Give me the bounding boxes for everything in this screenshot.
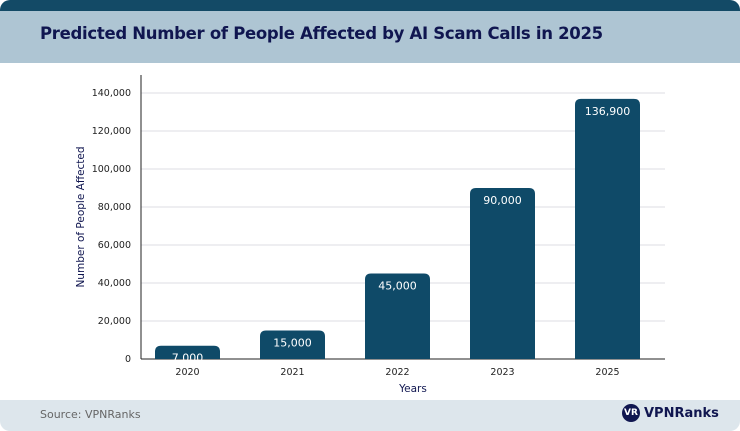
top-band bbox=[0, 0, 740, 11]
bar-value-label: 90,000 bbox=[483, 194, 522, 207]
y-tick-label: 120,000 bbox=[92, 126, 131, 137]
y-tick-label: 0 bbox=[125, 354, 131, 365]
y-tick-label: 100,000 bbox=[92, 164, 131, 175]
y-tick-label: 60,000 bbox=[98, 240, 131, 251]
bar-value-label: 7,000 bbox=[172, 352, 204, 365]
bar-2025 bbox=[575, 98, 640, 359]
y-axis-title: Number of People Affected bbox=[75, 146, 87, 287]
y-tick-label: 80,000 bbox=[98, 202, 131, 213]
footer bbox=[0, 400, 740, 431]
vpnranks-logo: VR VPNRanks bbox=[622, 404, 719, 422]
chart-title: Predicted Number of People Affected by A… bbox=[40, 24, 603, 43]
bar-value-label: 136,900 bbox=[585, 105, 631, 118]
logo-badge-icon: VR bbox=[622, 404, 640, 422]
bar-2021 bbox=[260, 330, 325, 359]
title-band bbox=[0, 11, 740, 63]
bar-2023 bbox=[470, 188, 535, 359]
x-tick-label: 2023 bbox=[490, 367, 514, 378]
bar-value-label: 15,000 bbox=[273, 337, 312, 350]
y-tick-label: 40,000 bbox=[98, 278, 131, 289]
x-tick-label: 2025 bbox=[595, 367, 619, 378]
x-tick-label: 2021 bbox=[280, 367, 304, 378]
y-tick-label: 140,000 bbox=[92, 88, 131, 99]
y-tick-label: 20,000 bbox=[98, 316, 131, 327]
bar-2020 bbox=[155, 345, 220, 359]
bar-2022 bbox=[365, 273, 430, 359]
x-tick-label: 2020 bbox=[175, 367, 199, 378]
x-axis-title: Years bbox=[398, 383, 427, 395]
source-text: Source: VPNRanks bbox=[40, 408, 141, 421]
bar-value-label: 45,000 bbox=[378, 280, 417, 293]
x-tick-label: 2022 bbox=[385, 367, 409, 378]
logo-text: VPNRanks bbox=[644, 405, 719, 421]
